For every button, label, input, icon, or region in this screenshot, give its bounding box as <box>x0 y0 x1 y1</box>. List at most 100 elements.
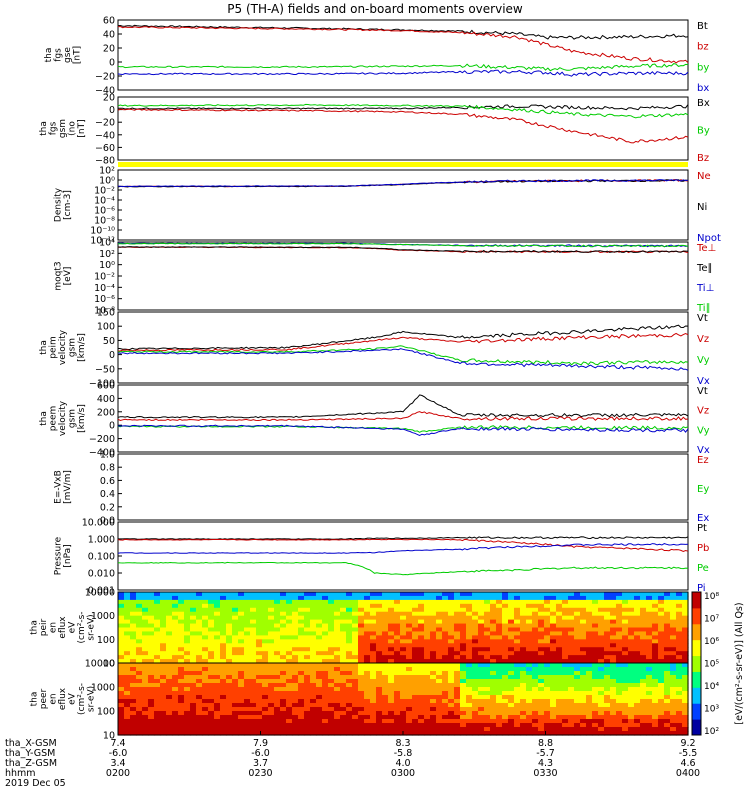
spectrogram-cell <box>640 699 647 704</box>
spectrogram-cell <box>292 595 299 601</box>
spectrogram-cell <box>466 623 473 629</box>
spectrogram-cell <box>364 659 371 664</box>
spectrogram-cell <box>664 647 671 652</box>
spectrogram-cell <box>628 731 635 736</box>
footer-value: 0200 <box>106 768 130 779</box>
spectrogram-cell <box>550 635 557 640</box>
spectrogram-cell <box>556 659 563 664</box>
y-tick-label: −400 <box>89 448 115 459</box>
spectrogram-cell <box>652 663 659 668</box>
spectrogram-cell <box>238 631 245 636</box>
spectrogram-cell <box>196 655 203 660</box>
spectrogram-cell <box>508 667 515 672</box>
spectrogram-cell <box>238 627 245 633</box>
spectrogram-cell <box>388 647 395 652</box>
spectrogram-cell <box>262 679 269 684</box>
spectrogram-cell <box>232 651 239 656</box>
spectrogram-cell <box>478 707 485 712</box>
spectrogram-cell <box>406 707 413 712</box>
spectrogram-cell <box>652 619 659 625</box>
spectrogram-cell <box>538 703 545 708</box>
spectrogram-cell <box>526 595 533 601</box>
spectrogram-cell <box>508 695 515 700</box>
spectrogram-cell <box>658 695 665 700</box>
spectrogram-cell <box>196 619 203 625</box>
spectrogram-cell <box>490 663 497 668</box>
spectrogram-cell <box>550 592 557 597</box>
spectrogram-cell <box>592 655 599 660</box>
spectrogram-cell <box>316 683 323 688</box>
spectrogram-cell <box>340 715 347 720</box>
spectrogram-cell <box>598 719 605 724</box>
spectrogram-cell <box>178 715 185 720</box>
spectrogram-cell <box>184 647 191 652</box>
spectrogram-cell <box>148 635 155 640</box>
spectrogram-cell <box>514 671 521 676</box>
spectrogram-cell <box>232 627 239 633</box>
spectrogram-cell <box>394 727 401 732</box>
spectrogram-cell <box>586 639 593 644</box>
spectrogram-cell <box>568 671 575 676</box>
spectrogram-cell <box>382 667 389 672</box>
y-tick-label: 0 <box>109 58 115 69</box>
spectrogram-cell <box>220 707 227 712</box>
spectrogram-cell <box>328 727 335 732</box>
spectrogram-cell <box>568 615 575 621</box>
spectrogram-cell <box>472 731 479 736</box>
spectrogram-cell <box>484 631 491 636</box>
spectrogram-cell <box>520 619 527 625</box>
legend-Pb: Pb <box>697 543 709 554</box>
spectrogram-cell <box>394 623 401 629</box>
spectrogram-cell <box>382 683 389 688</box>
spectrogram-cell <box>562 635 569 640</box>
spectrogram-cell <box>550 595 557 601</box>
spectrogram-cell <box>658 647 665 652</box>
spectrogram-cell <box>460 667 467 672</box>
spectrogram-cell <box>598 631 605 636</box>
spectrogram-cell <box>358 727 365 732</box>
spectrogram-cell <box>436 695 443 700</box>
spectrogram-cell <box>424 651 431 656</box>
spectrogram-cell <box>478 631 485 636</box>
y-axis-label-line: eflux <box>58 687 68 710</box>
spectrogram-cell <box>154 723 161 728</box>
spectrogram-cell <box>394 635 401 640</box>
spectrogram-cell <box>388 635 395 640</box>
spectrogram-cell <box>640 659 647 664</box>
spectrogram-cell <box>658 687 665 692</box>
spectrogram-cell <box>262 703 269 708</box>
spectrogram-cell <box>310 631 317 636</box>
spectrogram-cell <box>586 659 593 664</box>
spectrogram-cell <box>676 703 683 708</box>
spectrogram-cell <box>388 707 395 712</box>
spectrogram-cell <box>376 667 383 672</box>
spectrogram-cell <box>160 607 167 613</box>
spectrogram-cell <box>172 691 179 696</box>
y-tick-label: 1.000 <box>88 535 115 546</box>
spectrogram-cell <box>598 639 605 644</box>
footer-value: 7.4 <box>110 738 125 749</box>
spectrogram-cell <box>490 595 497 601</box>
spectrogram-cell <box>580 719 587 724</box>
spectrogram-cell <box>472 619 479 625</box>
spectrogram-cell <box>658 635 665 640</box>
spectrogram-cell <box>634 595 641 601</box>
spectrogram-cell <box>190 647 197 652</box>
spectrogram-cell <box>562 611 569 617</box>
spectrogram-cell <box>652 615 659 621</box>
spectrogram-cell <box>592 703 599 708</box>
spectrogram-cell <box>178 615 185 621</box>
spectrogram-cell <box>520 683 527 688</box>
spectrogram-cell <box>178 655 185 660</box>
spectrogram-cell <box>664 655 671 660</box>
spectrogram-cell <box>544 731 551 736</box>
spectrogram-cell <box>178 647 185 652</box>
spectrogram-cell <box>256 627 263 633</box>
spectrogram-cell <box>334 659 341 664</box>
spectrogram-cell <box>580 639 587 644</box>
spectrogram-cell <box>328 731 335 736</box>
spectrogram-cell <box>142 619 149 625</box>
spectrogram-cell <box>502 639 509 644</box>
spectrogram-cell <box>250 592 257 597</box>
spectrogram-cell <box>682 711 689 716</box>
